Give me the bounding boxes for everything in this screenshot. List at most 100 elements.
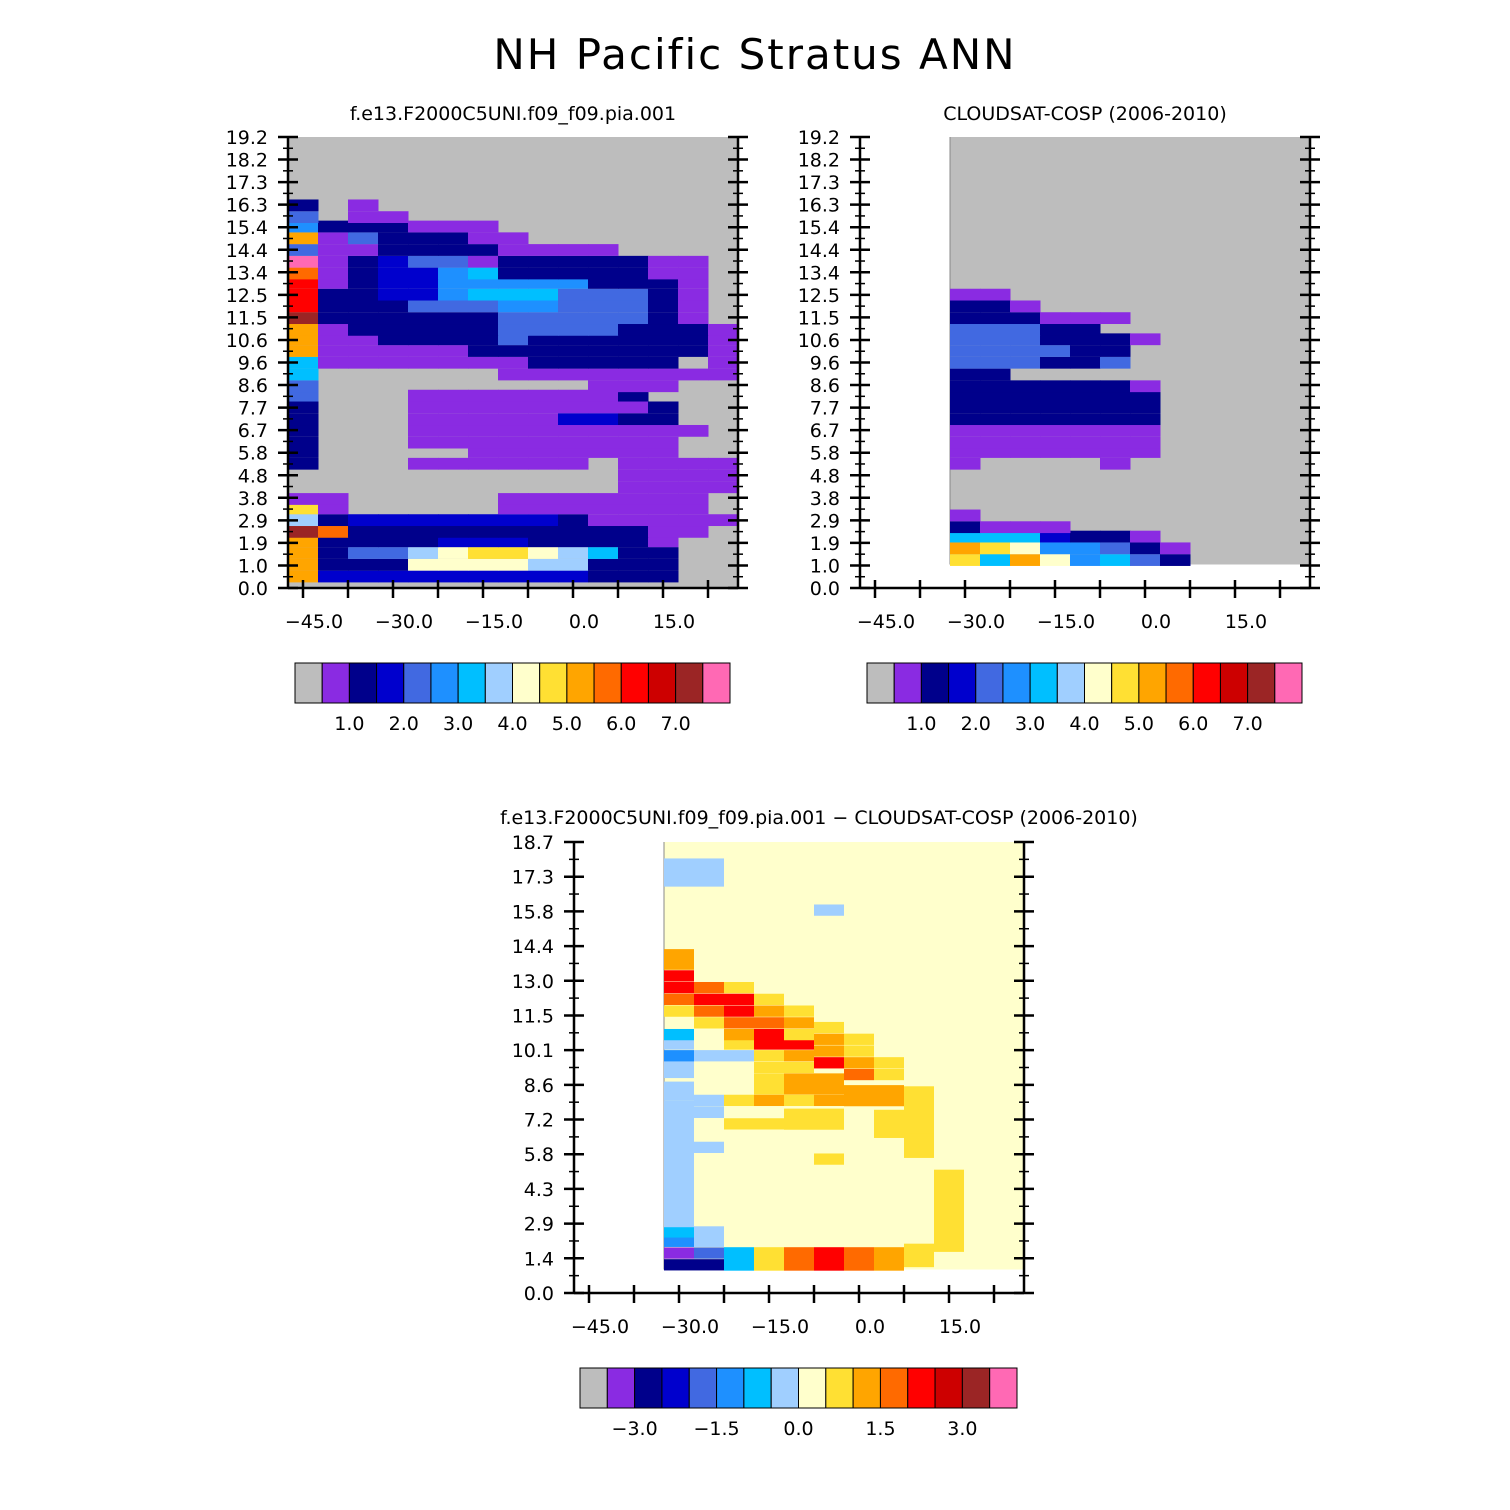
heatmap-cell xyxy=(288,558,319,571)
heatmap-cell xyxy=(664,949,694,961)
heatmap-cell xyxy=(558,547,589,559)
colorbar-label: 5.0 xyxy=(1124,713,1154,735)
heatmap-cell xyxy=(318,267,349,280)
y-tick-label: 9.6 xyxy=(810,353,840,375)
heatmap-cell xyxy=(664,1122,694,1205)
heatmap-cell xyxy=(558,535,589,548)
heatmap-cell xyxy=(814,1073,844,1095)
heatmap-cell xyxy=(980,436,1011,449)
y-tick-label: 18.2 xyxy=(798,150,840,172)
heatmap-cell xyxy=(558,457,589,470)
heatmap-cell xyxy=(498,514,529,527)
heatmap-cell xyxy=(558,288,589,301)
heatmap-cell xyxy=(348,558,379,571)
colorbar-swatch xyxy=(321,662,350,704)
heatmap-cell xyxy=(980,345,1011,357)
colorbar-swatch xyxy=(675,662,704,704)
heatmap-cell xyxy=(678,300,709,313)
heatmap-cell xyxy=(678,368,709,381)
heatmap-cell xyxy=(318,323,349,336)
heatmap-cell xyxy=(318,535,349,548)
heatmap-cell xyxy=(618,446,649,458)
colorbar-label: 5.0 xyxy=(552,713,582,735)
heatmap-cell xyxy=(588,323,619,336)
heatmap-cell xyxy=(588,288,619,301)
heatmap-cell xyxy=(694,981,724,994)
heatmap-cell xyxy=(814,1021,844,1034)
heatmap-cell xyxy=(438,457,469,470)
heatmap-cell xyxy=(664,970,694,982)
heatmap-cell xyxy=(588,244,619,256)
heatmap-cell xyxy=(1010,413,1041,426)
heatmap-cell xyxy=(664,1081,694,1101)
colorbar-label: 3.0 xyxy=(947,1418,977,1440)
heatmap-cell xyxy=(378,514,409,527)
heatmap-cell xyxy=(694,1235,724,1247)
heatmap-cell xyxy=(678,514,709,527)
heatmap-cell xyxy=(1040,446,1071,458)
heatmap-cell xyxy=(498,493,529,505)
heatmap-cell xyxy=(1130,542,1161,555)
heatmap-cell xyxy=(468,288,499,301)
heatmap-cell xyxy=(558,323,589,336)
colorbar-label: 0.0 xyxy=(783,1418,813,1440)
heatmap-cell xyxy=(408,424,439,437)
heatmap-cell xyxy=(754,1017,784,1029)
heatmap-cell xyxy=(318,232,349,245)
colorbar-swatch xyxy=(606,1367,636,1409)
heatmap-cell xyxy=(288,276,319,289)
heatmap-cell xyxy=(378,244,409,256)
heatmap-cell xyxy=(678,276,709,289)
heatmap-cell xyxy=(950,521,981,534)
heatmap-cells xyxy=(664,858,964,1271)
colorbar-swatch xyxy=(920,662,950,704)
heatmap-cell xyxy=(558,276,589,289)
colorbar-swatch xyxy=(688,1367,718,1409)
colorbar-swatch xyxy=(1165,662,1194,704)
panel-title: f.e13.F2000C5UNI.f09_f09.pia.001 − CLOUD… xyxy=(500,807,1138,829)
heatmap-cell xyxy=(648,481,679,494)
heatmap-cell xyxy=(1160,554,1191,566)
heatmap-cell xyxy=(980,389,1011,402)
heatmap-cell xyxy=(528,514,559,527)
heatmap-cell xyxy=(558,401,589,414)
y-tick-label: 2.9 xyxy=(524,1214,554,1236)
heatmap-cell xyxy=(318,288,349,301)
heatmap-cell xyxy=(528,333,559,346)
heatmap-cell xyxy=(618,368,649,381)
heatmap-cell xyxy=(588,436,619,449)
heatmap-cell xyxy=(528,413,559,426)
heatmap-cell xyxy=(528,368,559,381)
heatmap-cell xyxy=(618,276,649,289)
heatmap-cell xyxy=(558,368,589,381)
heatmap-cell xyxy=(468,401,499,414)
heatmap-cell xyxy=(318,570,349,583)
heatmap-cell xyxy=(980,380,1011,393)
heatmap-cell xyxy=(618,525,649,538)
y-tick-label: 1.0 xyxy=(238,555,268,577)
heatmap-cell xyxy=(678,345,709,357)
heatmap-cell xyxy=(618,570,649,583)
heatmap-cell xyxy=(1130,401,1161,414)
heatmap-cell xyxy=(378,333,409,346)
heatmap-cell xyxy=(498,267,529,280)
heatmap-cell xyxy=(468,276,499,289)
heatmap-cell xyxy=(724,1028,754,1041)
heatmap-cell xyxy=(288,380,319,393)
heatmap-cell xyxy=(318,356,349,369)
heatmap-cell xyxy=(558,514,589,527)
colorbar-swatch xyxy=(975,662,1004,704)
heatmap-cell xyxy=(318,502,349,515)
colorbar-label: 7.0 xyxy=(1233,713,1263,735)
heatmap-cell xyxy=(1040,401,1071,414)
heatmap-cell xyxy=(348,356,379,369)
heatmap-cell xyxy=(288,300,319,313)
x-tick-label: −15.0 xyxy=(465,611,523,633)
heatmap-cell xyxy=(588,333,619,346)
heatmap-cell xyxy=(980,446,1011,458)
heatmap-cell xyxy=(438,514,469,527)
heatmap-cell xyxy=(648,424,679,437)
heatmap-cell xyxy=(378,345,409,357)
heatmap-cell xyxy=(408,276,439,289)
heatmap-cell xyxy=(1010,333,1041,346)
